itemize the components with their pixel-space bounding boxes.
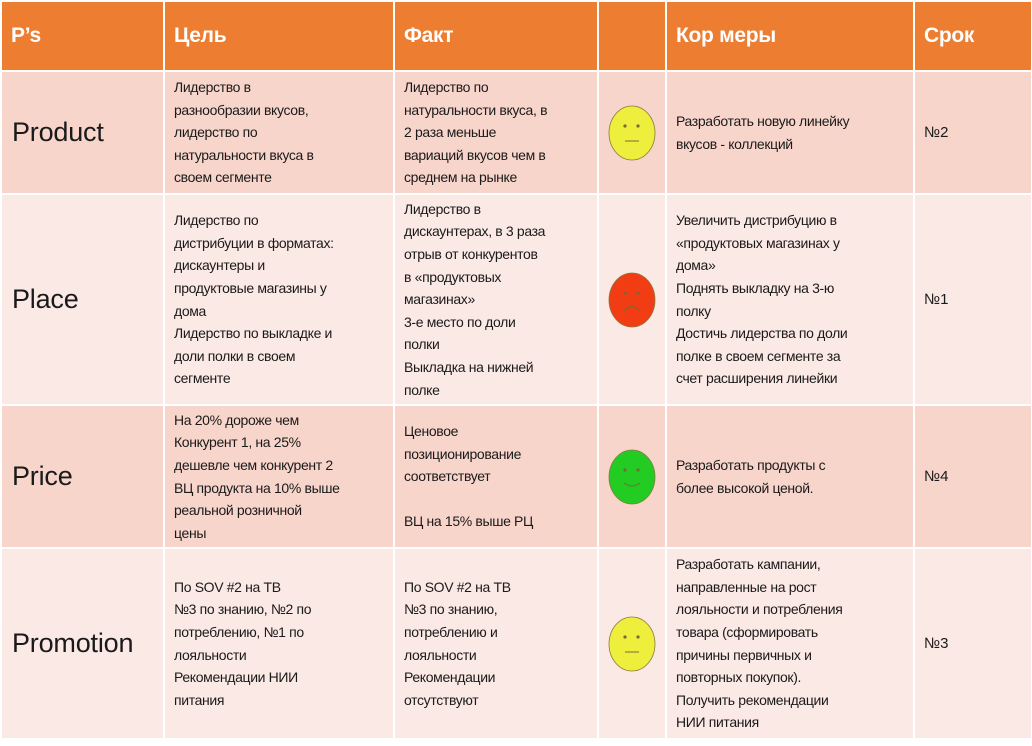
header-fact: Факт xyxy=(393,0,599,72)
status-cell xyxy=(597,404,667,549)
p-name: Product xyxy=(0,70,165,195)
fact-cell: Лидерство по натуральности вкуса, в 2 ра… xyxy=(393,70,599,195)
deadline-cell: №4 xyxy=(913,404,1032,549)
status-cell xyxy=(597,547,667,740)
deadline-cell: №1 xyxy=(913,193,1032,406)
header-status xyxy=(597,0,667,72)
p-name: Price xyxy=(0,404,165,549)
deadline-cell: №2 xyxy=(913,70,1032,195)
goal-cell: По SOV #2 на ТВ №3 по знанию, №2 по потр… xyxy=(163,547,395,740)
measures-cell: Увеличить дистрибуцию в «продуктовых маг… xyxy=(665,193,915,406)
p-name: Promotion xyxy=(0,547,165,740)
sad-face-icon xyxy=(599,269,665,331)
fact-cell: По SOV #2 на ТВ №3 по знанию, потреблени… xyxy=(393,547,599,740)
neutral-face-icon xyxy=(599,102,665,164)
table-row: Price На 20% дороже чем Конкурент 1, на … xyxy=(0,404,1032,549)
goal-cell: На 20% дороже чем Конкурент 1, на 25% де… xyxy=(163,404,395,549)
header-goal: Цель xyxy=(163,0,395,72)
table-row: Place Лидерство по дистрибуции в формата… xyxy=(0,193,1032,406)
table-row: Promotion По SOV #2 на ТВ №3 по знанию, … xyxy=(0,547,1032,740)
measures-cell: Разработать новую линейку вкусов - колле… xyxy=(665,70,915,195)
header-deadline: Срок xyxy=(913,0,1032,72)
header-ps: P’s xyxy=(0,0,165,72)
deadline-cell: №3 xyxy=(913,547,1032,740)
goal-cell: Лидерство в разнообразии вкусов, лидерст… xyxy=(163,70,395,195)
measures-cell: Разработать продукты с более высокой цен… xyxy=(665,404,915,549)
neutral-face-icon xyxy=(599,613,665,675)
status-cell xyxy=(597,193,667,406)
fact-cell: Ценовое позиционирование соответствует В… xyxy=(393,404,599,549)
status-cell xyxy=(597,70,667,195)
header-row: P’s Цель Факт Кор меры Срок xyxy=(0,0,1032,72)
fact-cell: Лидерство в дискаунтерах, в 3 раза отрыв… xyxy=(393,193,599,406)
smile-face-icon xyxy=(599,446,665,508)
p-name: Place xyxy=(0,193,165,406)
table-row: Product Лидерство в разнообразии вкусов,… xyxy=(0,70,1032,195)
goal-cell: Лидерство по дистрибуции в форматах: дис… xyxy=(163,193,395,406)
header-measures: Кор меры xyxy=(665,0,915,72)
measures-cell: Разработать кампании, направленные на ро… xyxy=(665,547,915,740)
